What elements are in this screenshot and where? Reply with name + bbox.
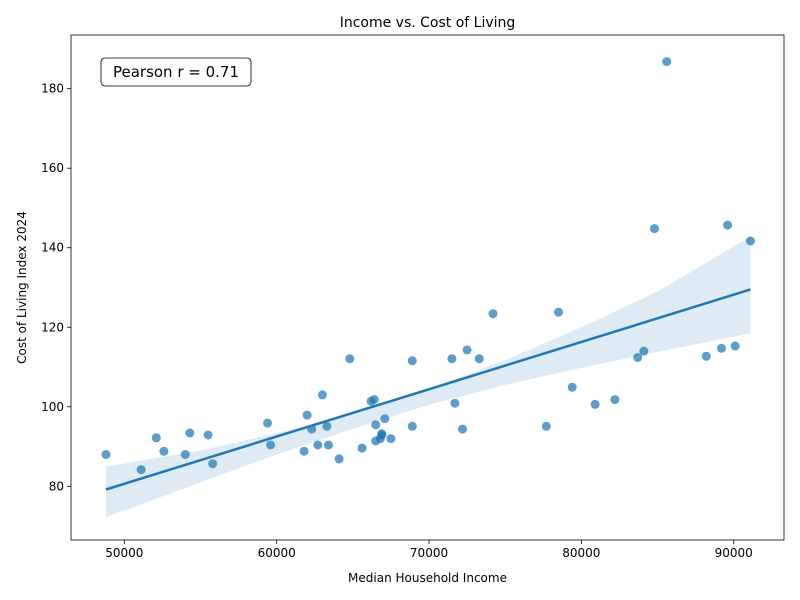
y-tick-label: 180 xyxy=(41,82,64,96)
x-tick-label: 50000 xyxy=(105,546,143,560)
data-point xyxy=(730,341,740,351)
data-point xyxy=(541,421,551,431)
data-point xyxy=(180,450,190,459)
x-tick-label: 60000 xyxy=(258,546,296,560)
x-axis-ticks: 50000 60000 70000 80000 90000 xyxy=(105,540,753,560)
y-tick-label: 160 xyxy=(41,161,64,175)
data-point xyxy=(263,418,272,428)
data-point xyxy=(334,454,344,464)
data-point xyxy=(324,440,333,450)
data-point xyxy=(386,434,396,444)
data-point xyxy=(151,433,161,443)
data-point xyxy=(317,390,327,400)
correlation-annotation: Pearson r = 0.71 xyxy=(100,57,252,87)
data-point xyxy=(746,236,755,246)
x-tick-label: 80000 xyxy=(562,546,600,560)
y-tick-label: 120 xyxy=(41,320,64,334)
data-point xyxy=(380,414,390,424)
regression-line-layer xyxy=(105,288,751,491)
x-tick-label: 90000 xyxy=(715,546,753,560)
data-point xyxy=(462,345,472,355)
data-point xyxy=(185,428,195,438)
data-point xyxy=(377,429,387,439)
y-tick-label: 140 xyxy=(41,241,64,255)
data-point xyxy=(610,395,620,405)
data-point xyxy=(554,307,563,317)
data-point xyxy=(203,430,213,440)
x-axis-label: Median Household Income xyxy=(348,571,507,585)
data-point xyxy=(633,353,643,362)
data-point xyxy=(345,354,355,364)
data-point xyxy=(447,354,457,364)
data-point xyxy=(717,343,726,353)
annotation-text: Pearson r = 0.71 xyxy=(113,63,239,81)
annotation-box xyxy=(100,57,252,87)
data-point xyxy=(450,398,460,408)
data-point xyxy=(723,220,733,230)
data-point xyxy=(302,410,312,420)
data-point xyxy=(369,395,379,405)
data-point xyxy=(407,421,417,431)
data-point xyxy=(701,351,711,361)
points-layer xyxy=(101,57,755,475)
y-tick-label: 80 xyxy=(49,479,64,493)
x-tick-label: 70000 xyxy=(410,546,448,560)
data-point xyxy=(322,421,332,431)
data-point xyxy=(650,224,659,234)
data-point xyxy=(590,399,600,409)
y-axis-label: Cost of Living Index 2024 xyxy=(15,211,29,364)
data-point xyxy=(136,465,146,475)
data-point xyxy=(101,450,111,459)
data-point xyxy=(488,309,498,319)
plot-frame xyxy=(70,34,785,541)
data-point xyxy=(299,446,309,456)
data-point xyxy=(639,346,649,356)
data-point xyxy=(567,382,577,392)
data-point xyxy=(313,440,323,450)
regression-line xyxy=(105,288,751,491)
chart-title: Income vs. Cost of Living xyxy=(340,15,516,31)
data-point xyxy=(357,443,367,453)
data-point xyxy=(159,446,169,456)
data-point xyxy=(407,356,417,366)
data-point xyxy=(474,354,484,364)
y-axis-ticks: 80 100 120 140 160 180 xyxy=(41,82,71,493)
y-tick-label: 100 xyxy=(41,400,64,414)
data-point xyxy=(458,424,467,434)
data-point xyxy=(371,420,381,430)
data-point xyxy=(266,440,276,450)
data-point xyxy=(662,57,672,67)
data-point xyxy=(208,459,218,469)
